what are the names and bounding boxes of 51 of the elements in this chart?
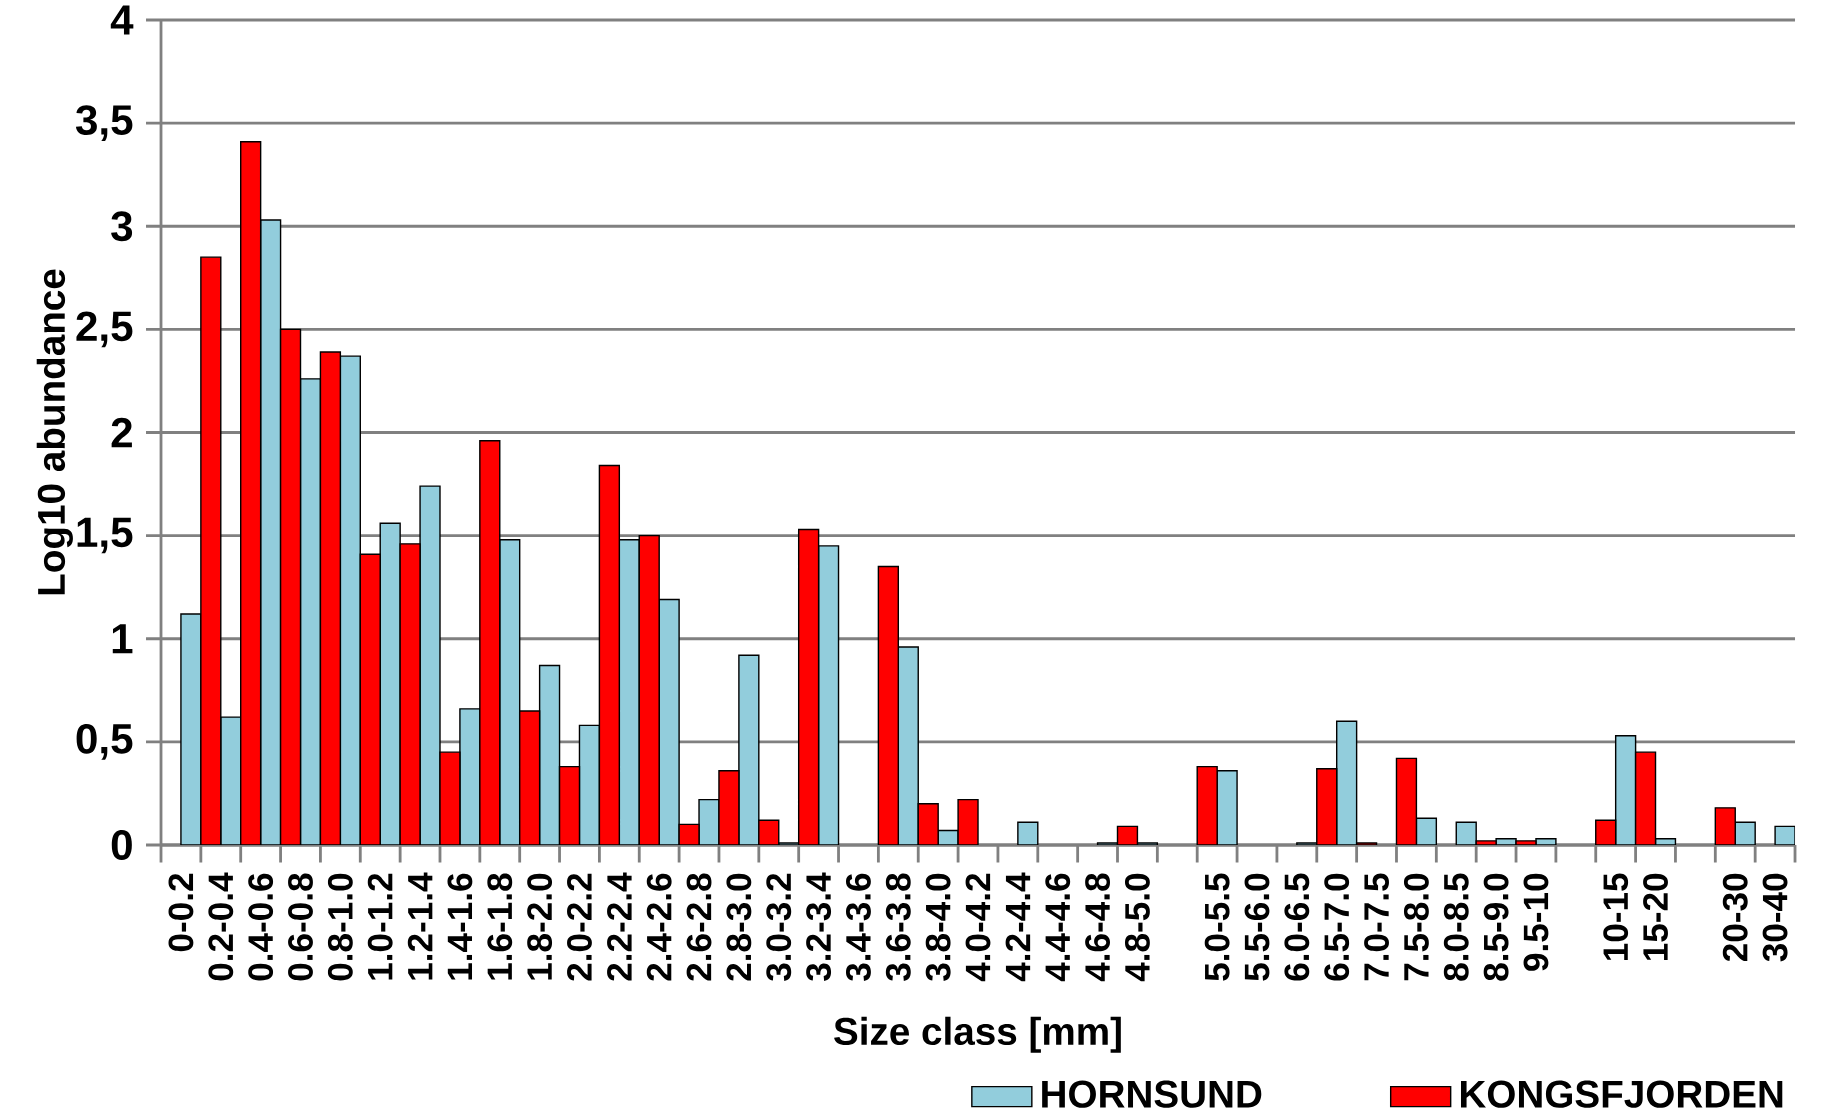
x-tick-label: 0.8-1.0: [327, 873, 353, 981]
x-tick-label: 0-0.2: [168, 873, 194, 952]
x-tick-label: 3.0-3.2: [766, 873, 792, 981]
x-tick-label: 0.4-0.6: [248, 873, 274, 981]
x-tick-label: 4.8-5.0: [1125, 873, 1150, 982]
x-tick-label: 2.4-2.6: [646, 873, 672, 981]
y-tick-label: 4: [110, 5, 134, 35]
x-tick-label: 3.6-3.8: [885, 873, 911, 981]
x-tick-label: 4.4-4.6: [1045, 873, 1071, 982]
y-tick-label: 3,5: [75, 105, 133, 142]
x-tick-label: 2.6-2.8: [686, 873, 712, 981]
x-tick-label: 6.5-7.0: [1324, 873, 1350, 981]
x-tick-label: 8.5-9.0: [1483, 873, 1509, 981]
x-tick-label: 0.2-0.4: [208, 872, 234, 981]
x-tick-label: 2.0-2.2: [567, 873, 592, 981]
x-tick-label: 5.5-6.0: [1244, 873, 1270, 981]
x-tick-label: 7.0-7.5: [1364, 873, 1389, 981]
x-tick-label: 1.4-1.6: [447, 873, 473, 980]
y-tick-label: 3: [111, 211, 133, 242]
x-tick-label: 0.6-0.8: [288, 873, 313, 981]
y-tick-label: 1,5: [77, 517, 133, 554]
x-tick-label: 3.8-4.0: [925, 873, 951, 981]
x-tick-label: 10-15: [1603, 873, 1629, 961]
y-tick-label: 1: [112, 624, 133, 654]
x-tick-label: 4.0-4.2: [965, 873, 991, 982]
x-tick-label: 1.6-1.8: [487, 873, 513, 980]
x-tick-label: 3.2-3.4: [806, 872, 832, 981]
legend-label: HORNSUND: [1042, 1080, 1262, 1108]
x-tick-label: 30-40: [1762, 873, 1788, 962]
x-tick-label: 6.0-6.5: [1284, 873, 1310, 981]
x-tick-label: 2.2-2.4: [607, 872, 632, 981]
x-tick-label: 5.0-5.5: [1204, 873, 1230, 981]
x-tick-label: 8.0-8.5: [1443, 873, 1469, 981]
y-axis-title: Log10 abundance: [36, 269, 73, 595]
y-tick-label: 2,5: [76, 311, 133, 348]
x-tick-label: 20-30: [1722, 873, 1748, 962]
x-axis-title: Size class [mm]: [834, 1016, 1121, 1053]
x-tick-label: 7.5-8.0: [1403, 873, 1429, 981]
x-tick-label: 4.2-4.4: [1005, 872, 1031, 982]
x-tick-label: 4.6-4.8: [1085, 873, 1111, 982]
x-tick-label: 9.5-10: [1523, 873, 1549, 971]
x-tick-label: 1.0-1.2: [367, 873, 393, 980]
x-tick-label: 15-20: [1643, 873, 1668, 961]
legend-label: KONGSFJORDEN: [1461, 1080, 1783, 1108]
x-tick-label: 3.4-3.6: [846, 873, 871, 981]
x-tick-label: 1.2-1.4: [407, 872, 433, 980]
y-tick-label: 0: [111, 830, 132, 860]
x-tick-label: 1.8-2.0: [527, 873, 553, 980]
y-tick-label: 2: [111, 417, 132, 448]
x-tick-label: 2.8-3.0: [726, 873, 752, 981]
y-tick-label: 0,5: [76, 723, 133, 760]
